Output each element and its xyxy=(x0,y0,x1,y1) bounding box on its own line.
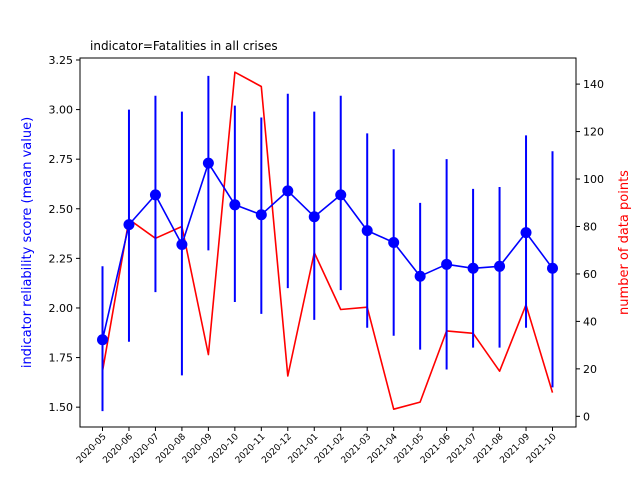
data-point-marker xyxy=(414,270,426,282)
data-point-marker xyxy=(123,219,135,231)
left-axis: 1.50 1.75 2.00 2.25 2.50 2.75 3.00 3.25 xyxy=(49,54,80,414)
data-point-marker xyxy=(229,199,241,211)
right-axis: 0 20 40 60 80 100 120 140 xyxy=(576,78,604,423)
data-point-marker xyxy=(149,189,161,201)
data-points-series xyxy=(101,71,554,411)
left-tick-label: 2.25 xyxy=(49,252,74,265)
right-tick-label: 120 xyxy=(583,126,604,139)
data-point-marker xyxy=(202,157,214,169)
data-point-marker xyxy=(494,260,506,272)
left-tick-label: 1.50 xyxy=(49,401,74,414)
left-tick-label: 3.00 xyxy=(49,104,74,117)
right-tick-label: 80 xyxy=(583,220,597,233)
data-point-marker xyxy=(547,262,558,274)
right-tick-label: 0 xyxy=(583,410,590,423)
reliability-score-series xyxy=(97,75,558,412)
reliability-line xyxy=(101,162,554,340)
data-point-marker xyxy=(282,185,294,197)
data-point-marker xyxy=(308,211,320,223)
data-point-marker xyxy=(176,238,188,250)
plot-area xyxy=(79,57,577,428)
right-tick-label: 140 xyxy=(583,78,604,91)
left-tick-label: 2.50 xyxy=(49,203,74,216)
data-point-marker xyxy=(467,262,479,274)
right-tick-label: 60 xyxy=(583,268,597,281)
x-axis: 2020-052020-062020-072020-082020-092020-… xyxy=(75,427,559,466)
left-tick-label: 1.75 xyxy=(49,352,74,365)
data-point-marker xyxy=(97,334,108,346)
right-tick-label: 20 xyxy=(583,363,597,376)
chart-title: indicator=Fatalities in all crises xyxy=(90,39,278,53)
data-points-line xyxy=(101,71,554,411)
data-point-marker xyxy=(520,227,532,239)
data-point-marker xyxy=(361,225,373,237)
left-tick-label: 2.00 xyxy=(49,302,74,315)
right-tick-label: 40 xyxy=(583,315,597,328)
right-axis-label: number of data points xyxy=(617,170,632,315)
data-point-marker xyxy=(441,258,453,270)
right-tick-label: 100 xyxy=(583,173,604,186)
left-axis-label: indicator reliability score (mean value) xyxy=(20,117,35,368)
data-point-marker xyxy=(388,237,400,248)
data-point-marker xyxy=(255,209,267,221)
data-point-marker xyxy=(335,189,347,201)
x-tick-label: 2021-10 xyxy=(525,432,559,466)
left-tick-label: 3.25 xyxy=(49,54,74,67)
left-tick-label: 2.75 xyxy=(49,153,74,166)
